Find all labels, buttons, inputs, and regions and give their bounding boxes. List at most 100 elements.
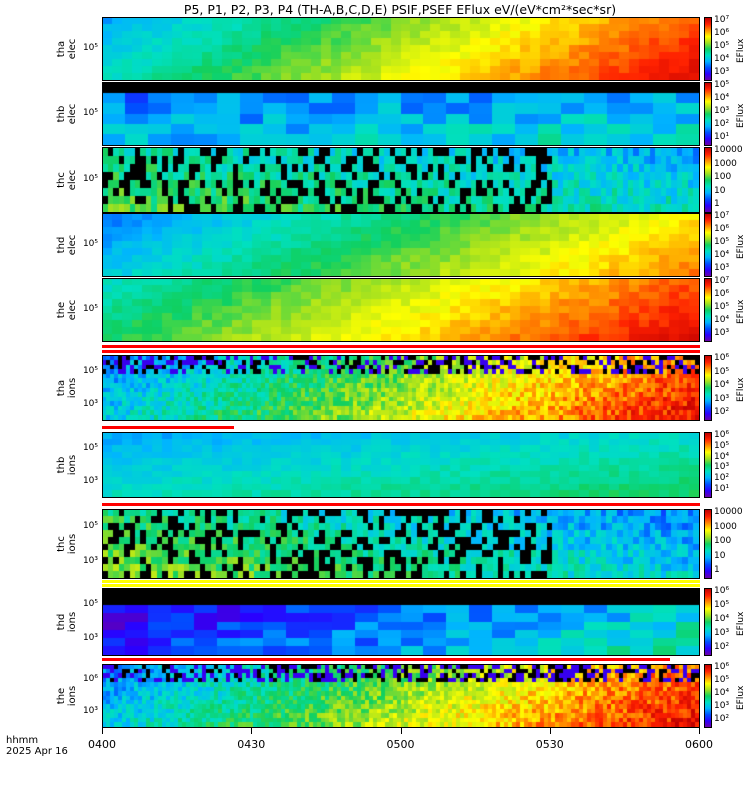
spectrogram-heatmap-thd-elec [103,214,699,276]
status-strip [102,584,700,587]
panel-ytick-thd-ions: 10³ [82,633,98,643]
colorbar-tick-thc-ions: 10000 [714,507,743,517]
colorbar-tick-thb-elec: 10² [714,119,730,129]
colorbar-tick-thc-elec: 10 [714,185,726,196]
panel-ytick-thd-ions: 10⁵ [82,599,98,609]
footer-date-label: 2025 Apr 16 [6,746,68,757]
colorbar-tick-thb-ions: 10² [714,473,730,484]
colorbar-tick-thd-elec: 10⁷ [714,211,730,221]
colorbar-tick-tha-ions: 10⁶ [714,353,730,363]
x-tick-mark [400,728,402,734]
spectrogram-heatmap-thc-ions [103,510,699,578]
panel-ytick-thb-elec: 10⁵ [82,108,98,118]
status-strip [102,426,234,429]
panel-ylabel-line: thd [56,613,67,631]
colorbar-tick-thc-ions: 10 [714,550,726,561]
colorbar-tick-the-elec: 10⁶ [714,289,730,299]
colorbar-tick-the-ions: 10⁶ [714,662,730,672]
x-tick-mark [549,728,551,734]
spectrogram-panel-the-elec [102,278,700,342]
colorbar-tick-thc-elec: 1 [714,199,720,209]
colorbar-tick-thc-elec: 100 [714,172,732,182]
colorbar-tick-tha-ions: 10⁴ [714,380,730,390]
spectrogram-heatmap-thb-elec [103,83,699,145]
panel-ylabel-line: thd [56,236,67,254]
status-strip [102,503,700,506]
panel-ytick-tha-ions: 10⁵ [82,365,98,376]
colorbar-tick-the-ions: 10³ [714,701,730,711]
colorbar-tha-ions [704,355,712,421]
colorbar-tick-thd-ions: 10⁴ [714,614,730,624]
colorbar-unit-the-elec: EFlux [736,299,746,324]
status-strip [102,580,700,583]
status-strip [102,658,671,661]
colorbar-tick-tha-ions: 10⁵ [714,366,730,377]
colorbar-tick-tha-elec: 10⁴ [714,54,730,64]
spectrogram-heatmap-the-elec [103,279,699,341]
colorbar-unit-tha-elec: EFlux [736,38,746,63]
x-tick-label: 0500 [386,738,415,751]
panel-ylabel-line: thb [56,456,67,474]
x-tick-mark [102,728,103,734]
colorbar-tick-the-ions: 10² [714,714,730,724]
colorbar-tick-tha-elec: 10⁵ [714,41,730,51]
colorbar-tick-tha-elec: 10⁷ [714,15,730,25]
colorbar-tick-thd-ions: 10³ [714,628,730,638]
panel-ylabel-line: the [56,301,67,319]
spectrogram-panel-tha-elec [102,17,700,81]
panel-ylabel-line: tha [56,40,67,58]
spectrogram-heatmap-thc-elec [103,148,699,212]
panel-ytick-tha-ions: 10³ [82,398,98,409]
panel-ytick-thc-elec: 10⁵ [82,174,98,184]
footer-time-label: hhmm [6,735,39,746]
colorbar-tick-tha-ions: 10³ [714,393,730,404]
x-tick-mark [699,728,700,734]
colorbar-tick-thb-ions: 10⁶ [714,430,730,440]
spectrogram-panel-thc-ions [102,509,700,579]
spectrogram-heatmap-tha-elec [103,18,699,80]
x-tick-label: 0400 [88,738,116,751]
panel-ytick-thb-ions: 10³ [82,475,98,486]
spectrogram-panel-thd-elec [102,213,700,277]
colorbar-tick-thb-elec: 10⁴ [714,93,730,103]
x-tick-mark [251,728,253,734]
x-tick-label: 0430 [237,738,266,751]
panel-ylabel-line: the [56,687,67,705]
panel-ytick-thb-ions: 10⁵ [82,442,98,453]
colorbar-tick-the-elec: 10³ [714,328,730,338]
colorbar-tick-tha-ions: 10² [714,407,730,417]
colorbar-tick-thd-elec: 10⁴ [714,250,730,260]
colorbar-tick-the-elec: 10⁷ [714,276,730,286]
colorbar-tick-thd-elec: 10³ [714,263,730,273]
colorbar-tick-thc-elec: 1000 [714,158,737,169]
spectrogram-panel-thb-ions [102,432,700,498]
spectrogram-panel-the-ions [102,664,700,728]
colorbar-tick-thb-elec: 10³ [714,106,730,116]
colorbar-the-elec [704,278,712,342]
panel-ytick-thc-ions: 10⁵ [82,520,98,531]
colorbar-unit-thd-ions: EFlux [736,611,746,636]
colorbar-tick-thc-ions: 100 [714,536,732,546]
panel-ytick-tha-elec: 10⁵ [82,43,98,53]
colorbar-tick-thb-elec: 10¹ [714,132,730,142]
colorbar-tick-thb-ions: 10⁵ [714,440,730,451]
spectrogram-heatmap-tha-ions [103,356,699,420]
colorbar-tick-the-ions: 10⁴ [714,688,730,698]
colorbar-tick-thd-ions: 10⁶ [714,586,730,596]
colorbar-tick-thd-elec: 10⁶ [714,224,730,234]
colorbar-tick-tha-elec: 10³ [714,67,730,77]
spectrogram-panel-tha-ions [102,355,700,421]
colorbar-tick-the-elec: 10⁴ [714,315,730,325]
spectrogram-panel-thb-elec [102,82,700,146]
colorbar-tick-thd-ions: 10⁵ [714,600,730,610]
panel-ylabel-line: tha [56,379,67,397]
colorbar-the-ions [704,664,712,728]
colorbar-thc-elec [704,147,712,213]
colorbar-unit-thd-elec: EFlux [736,234,746,259]
colorbar-thd-ions [704,588,712,656]
spectrogram-heatmap-the-ions [103,665,699,727]
colorbar-tick-thb-elec: 10⁵ [714,80,730,90]
colorbar-tick-tha-elec: 10⁶ [714,28,730,38]
colorbar-tick-thc-ions: 1000 [714,521,737,532]
status-strip [102,350,700,353]
